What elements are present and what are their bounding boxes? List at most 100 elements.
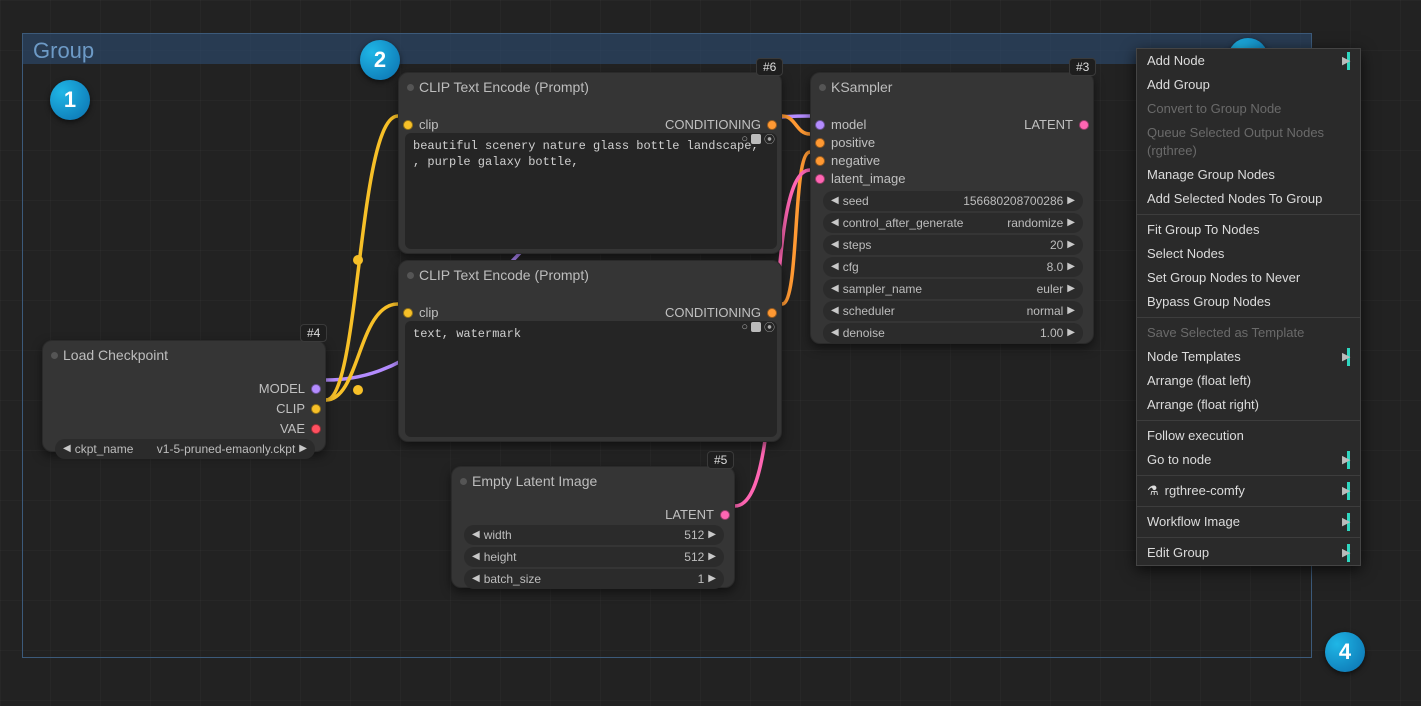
port-icon[interactable]: [815, 120, 825, 130]
widget-cfg[interactable]: ◀cfg8.0▶: [823, 257, 1083, 277]
arrow-right-icon[interactable]: ▶: [1067, 301, 1075, 321]
port-icon[interactable]: [311, 384, 321, 394]
node-empty[interactable]: Empty Latent ImageLATENT◀width512▶◀heigh…: [451, 466, 735, 588]
widget-sampler_name[interactable]: ◀sampler_nameeuler▶: [823, 279, 1083, 299]
ctx-item-workflow-image[interactable]: Workflow Image▶: [1137, 510, 1360, 534]
prompt-textarea[interactable]: text, watermark: [405, 321, 777, 437]
output-slot-CONDITIONING[interactable]: CONDITIONING: [665, 117, 777, 132]
ctx-item-add-selected-nodes-to-group[interactable]: Add Selected Nodes To Group: [1137, 187, 1360, 211]
node-clip1[interactable]: CLIP Text Encode (Prompt)clipCONDITIONIN…: [398, 72, 782, 254]
ctx-item-add-group[interactable]: Add Group: [1137, 73, 1360, 97]
arrow-right-icon[interactable]: ▶: [1067, 279, 1075, 299]
widget-steps[interactable]: ◀steps20▶: [823, 235, 1083, 255]
output-slot-VAE[interactable]: VAE: [280, 421, 321, 436]
arrow-left-icon[interactable]: ◀: [472, 525, 480, 545]
arrow-right-icon[interactable]: ▶: [1067, 191, 1075, 211]
node-badge-b5: #5: [707, 451, 734, 469]
circle-icon[interactable]: ○: [741, 321, 748, 333]
arrow-right-icon[interactable]: ▶: [708, 547, 716, 567]
ctx-item-arrange-float-right[interactable]: Arrange (float right): [1137, 393, 1360, 417]
ctx-item-manage-group-nodes[interactable]: Manage Group Nodes: [1137, 163, 1360, 187]
widget-control_after_generate[interactable]: ◀control_after_generaterandomize▶: [823, 213, 1083, 233]
output-slot-CONDITIONING[interactable]: CONDITIONING: [665, 305, 777, 320]
group-title[interactable]: Group: [23, 34, 1311, 64]
port-icon[interactable]: [311, 424, 321, 434]
port-icon[interactable]: [403, 308, 413, 318]
arrow-left-icon[interactable]: ◀: [831, 323, 839, 343]
widget-batch_size[interactable]: ◀batch_size1▶: [464, 569, 724, 589]
widget-seed[interactable]: ◀seed156680208700286▶: [823, 191, 1083, 211]
arrow-left-icon[interactable]: ◀: [831, 213, 839, 233]
widget-label: scheduler: [843, 301, 1027, 321]
widget-scheduler[interactable]: ◀schedulernormal▶: [823, 301, 1083, 321]
port-icon[interactable]: [720, 510, 730, 520]
ctx-item-fit-group-to-nodes[interactable]: Fit Group To Nodes: [1137, 218, 1360, 242]
arrow-right-icon[interactable]: ▶: [299, 439, 307, 459]
collapse-dot-icon[interactable]: [51, 352, 58, 359]
output-slot-LATENT[interactable]: LATENT: [1024, 117, 1089, 132]
widget-denoise[interactable]: ◀denoise1.00▶: [823, 323, 1083, 343]
collapse-dot-icon[interactable]: [819, 84, 826, 91]
context-menu[interactable]: Add Node▶Add GroupConvert to Group NodeQ…: [1136, 48, 1361, 566]
input-slot-clip[interactable]: clip: [403, 305, 439, 320]
output-slot-CLIP[interactable]: CLIP: [276, 401, 321, 416]
ctx-item-arrange-float-left[interactable]: Arrange (float left): [1137, 369, 1360, 393]
collapse-dot-icon[interactable]: [407, 84, 414, 91]
port-icon[interactable]: [815, 156, 825, 166]
input-slot-clip[interactable]: clip: [403, 117, 439, 132]
arrow-left-icon[interactable]: ◀: [831, 191, 839, 211]
globe-icon[interactable]: ⦿: [764, 131, 775, 147]
widget-label: height: [484, 547, 685, 567]
node-clip2[interactable]: CLIP Text Encode (Prompt)clipCONDITIONIN…: [398, 260, 782, 442]
arrow-right-icon[interactable]: ▶: [708, 525, 716, 545]
port-icon[interactable]: [815, 174, 825, 184]
ctx-item-node-templates[interactable]: Node Templates▶: [1137, 345, 1360, 369]
checkbox-icon[interactable]: [751, 322, 761, 332]
globe-icon[interactable]: ⦿: [764, 319, 775, 335]
ctx-item-bypass-group-nodes[interactable]: Bypass Group Nodes: [1137, 290, 1360, 314]
collapse-dot-icon[interactable]: [460, 478, 467, 485]
arrow-left-icon[interactable]: ◀: [63, 439, 71, 459]
ctx-item-go-to-node[interactable]: Go to node▶: [1137, 448, 1360, 472]
port-icon[interactable]: [1079, 120, 1089, 130]
ctx-item-label: Set Group Nodes to Never: [1147, 269, 1300, 287]
input-slot-model[interactable]: model: [815, 117, 866, 132]
arrow-right-icon[interactable]: ▶: [1067, 235, 1075, 255]
output-slot-LATENT[interactable]: LATENT: [665, 507, 730, 522]
port-icon[interactable]: [311, 404, 321, 414]
checkbox-icon[interactable]: [751, 134, 761, 144]
port-icon[interactable]: [767, 120, 777, 130]
arrow-left-icon[interactable]: ◀: [831, 235, 839, 255]
input-slot-latent_image[interactable]: latent_image: [815, 171, 905, 186]
ctx-item-add-node[interactable]: Add Node▶: [1137, 49, 1360, 73]
node-ksampler[interactable]: KSamplermodelpositivenegativelatent_imag…: [810, 72, 1094, 344]
widget-width[interactable]: ◀width512▶: [464, 525, 724, 545]
arrow-right-icon[interactable]: ▶: [708, 569, 716, 589]
node-loadckpt[interactable]: Load CheckpointMODELCLIPVAE◀ckpt_namev1-…: [42, 340, 326, 452]
widget-height[interactable]: ◀height512▶: [464, 547, 724, 567]
arrow-left-icon[interactable]: ◀: [831, 257, 839, 277]
port-icon[interactable]: [767, 308, 777, 318]
ctx-item-edit-group[interactable]: Edit Group▶: [1137, 541, 1360, 565]
arrow-left-icon[interactable]: ◀: [831, 279, 839, 299]
arrow-left-icon[interactable]: ◀: [831, 301, 839, 321]
arrow-right-icon[interactable]: ▶: [1067, 213, 1075, 233]
ctx-item-select-nodes[interactable]: Select Nodes: [1137, 242, 1360, 266]
widget-ckpt_name[interactable]: ◀ckpt_namev1-5-pruned-emaonly.ckpt▶: [55, 439, 315, 459]
arrow-right-icon[interactable]: ▶: [1067, 257, 1075, 277]
circle-icon[interactable]: ○: [741, 133, 748, 145]
port-icon[interactable]: [403, 120, 413, 130]
input-slot-negative[interactable]: negative: [815, 153, 880, 168]
arrow-right-icon[interactable]: ▶: [1067, 323, 1075, 343]
ctx-item-rgthree-comfy[interactable]: ⚗rgthree-comfy▶: [1137, 479, 1360, 503]
prompt-textarea[interactable]: beautiful scenery nature glass bottle la…: [405, 133, 777, 249]
input-slot-positive[interactable]: positive: [815, 135, 875, 150]
output-slot-MODEL[interactable]: MODEL: [259, 381, 321, 396]
ctx-item-set-group-nodes-to-never[interactable]: Set Group Nodes to Never: [1137, 266, 1360, 290]
arrow-left-icon[interactable]: ◀: [472, 547, 480, 567]
collapse-dot-icon[interactable]: [407, 272, 414, 279]
port-icon[interactable]: [815, 138, 825, 148]
ctx-item-follow-execution[interactable]: Follow execution: [1137, 424, 1360, 448]
arrow-left-icon[interactable]: ◀: [472, 569, 480, 589]
ctx-item-label: Workflow Image: [1147, 513, 1240, 531]
